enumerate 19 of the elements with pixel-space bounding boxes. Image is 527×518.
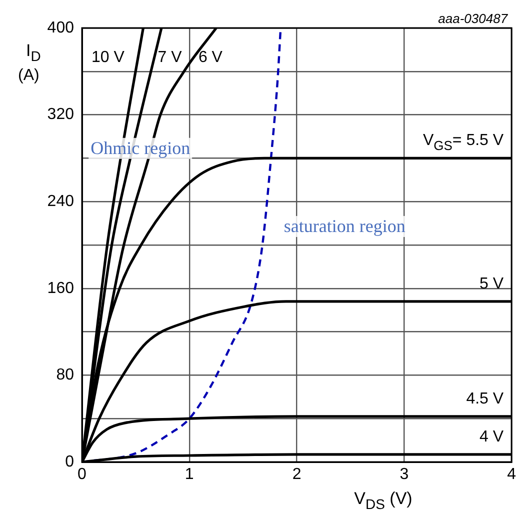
y-tick-label: 400 (47, 19, 74, 36)
series-label: 4.5 V (466, 390, 504, 408)
annotation: saturation region (284, 216, 406, 236)
x-tick-label: 1 (184, 466, 194, 484)
series-label: 4 V (480, 428, 504, 446)
y-tick-label: 80 (56, 366, 74, 384)
series-label: 10 V (91, 49, 125, 66)
x-tick-label: 3 (400, 466, 409, 484)
y-tick-label: 0 (65, 453, 74, 470)
y-tick-label: 160 (47, 280, 74, 297)
text: aaa-030487 (438, 11, 508, 26)
y-tick-label: 240 (47, 193, 74, 210)
x-tick-label: 0 (78, 466, 87, 484)
x-tick-label: 2 (292, 466, 302, 484)
y-tick-label: 320 (47, 106, 74, 124)
series-label: 6 V (198, 49, 223, 66)
annotation: Ohmic region (90, 138, 190, 158)
x-tick-label: 4 (507, 466, 516, 484)
series-label: 7 V (158, 49, 182, 66)
